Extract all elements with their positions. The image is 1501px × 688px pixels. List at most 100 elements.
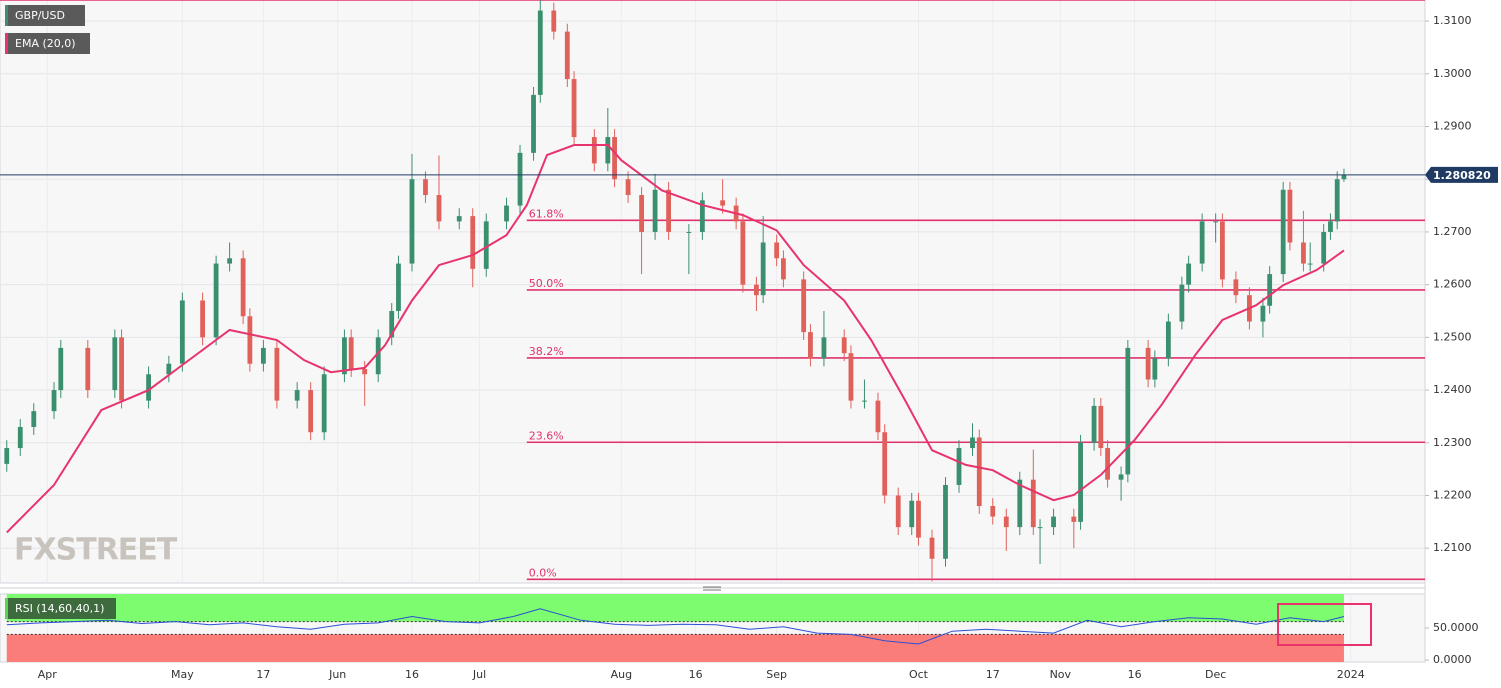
- candle-body: [808, 332, 813, 359]
- y-tick-label: 1.2900: [1433, 120, 1472, 133]
- candle-body: [740, 221, 746, 285]
- candle-body: [1328, 221, 1333, 232]
- candle-body: [551, 10, 557, 32]
- last-price-label: 1.280820: [1433, 169, 1491, 182]
- candle-body: [31, 411, 37, 427]
- x-tick-label: Jul: [472, 668, 486, 681]
- candle-body: [1213, 221, 1219, 223]
- candle-body: [943, 484, 948, 559]
- candle-body: [862, 400, 867, 402]
- candle-body: [342, 337, 347, 375]
- candle-body: [605, 137, 611, 164]
- candle-body: [848, 353, 854, 401]
- candle-body: [1098, 405, 1104, 449]
- rsi-tick-label: 0.0000: [1433, 653, 1472, 666]
- legend-rsi: RSI (14,60,40,1): [15, 602, 104, 615]
- candle-body: [1321, 231, 1327, 264]
- candle-body: [456, 216, 462, 222]
- candle-body: [1145, 347, 1151, 380]
- x-tick-label: 16: [405, 668, 419, 681]
- candle-body: [976, 437, 982, 507]
- separator-handle[interactable]: [703, 586, 721, 591]
- x-tick-label: Jun: [328, 668, 346, 681]
- candle-body: [564, 31, 570, 80]
- candle-body: [321, 374, 327, 433]
- candle-body: [916, 500, 921, 538]
- candle-body: [1219, 221, 1225, 280]
- level-label: 0.0%: [529, 566, 557, 579]
- x-tick-label: Oct: [909, 668, 929, 681]
- ema-line: [6, 144, 1345, 534]
- rsi-tick-label: 50.0000: [1433, 621, 1479, 634]
- candle-body: [200, 300, 206, 338]
- candle-body: [240, 258, 246, 317]
- plot-area: [0, 0, 1426, 584]
- candle-body: [517, 152, 523, 206]
- y-tick-label: 1.2200: [1433, 488, 1472, 501]
- rsi-upper-zone: [6, 594, 1344, 622]
- candle-body: [504, 205, 509, 222]
- candle-body: [1105, 448, 1110, 480]
- candle-body: [1267, 274, 1273, 306]
- y-tick-label: 1.2300: [1433, 436, 1472, 449]
- x-tick-label: Nov: [1050, 668, 1072, 681]
- candle-body: [686, 231, 692, 233]
- level-label: 50.0%: [529, 277, 564, 290]
- candle-body: [1307, 263, 1313, 265]
- candle-body: [362, 368, 368, 375]
- candle-body: [699, 200, 705, 232]
- y-tick-label: 1.2400: [1433, 383, 1472, 396]
- candle-body: [112, 337, 118, 391]
- candle-body: [348, 337, 354, 369]
- candle-body: [247, 316, 253, 364]
- last-price-box: [1425, 166, 1498, 183]
- candle-body: [781, 258, 786, 280]
- candle-body: [1165, 321, 1171, 359]
- candle-body: [166, 363, 172, 375]
- candle-body: [1003, 516, 1009, 528]
- x-tick-label: 16: [689, 668, 703, 681]
- candle-body: [841, 337, 847, 354]
- candle-body: [956, 448, 962, 485]
- candle-body: [537, 10, 543, 95]
- y-tick-label: 1.3100: [1433, 14, 1472, 27]
- y-tick-label: 1.2700: [1433, 225, 1472, 238]
- candle-body: [531, 94, 536, 153]
- candle-body: [436, 195, 442, 222]
- x-tick-label: Dec: [1205, 668, 1226, 681]
- candle-body: [774, 242, 780, 259]
- candle-body: [990, 506, 996, 517]
- candle-body: [146, 374, 151, 401]
- x-tick-label: 17: [986, 668, 1000, 681]
- candle-body: [1037, 527, 1043, 529]
- y-tick-label: 1.2100: [1433, 541, 1472, 554]
- candle-body: [1017, 479, 1023, 528]
- candle-body: [970, 437, 975, 449]
- candle-body: [909, 500, 915, 528]
- level-label: 38.2%: [529, 345, 564, 358]
- candle-body: [1199, 221, 1205, 264]
- x-tick-label: May: [171, 668, 194, 681]
- candle-body: [666, 189, 672, 232]
- y-tick-label: 1.3000: [1433, 67, 1472, 80]
- candle-body: [1152, 358, 1158, 380]
- y-tick-label: 1.2500: [1433, 330, 1472, 343]
- candle-body: [625, 179, 631, 196]
- candle-body: [260, 347, 266, 364]
- candle-body: [1301, 242, 1306, 264]
- candle-body: [470, 216, 476, 269]
- candle-body: [179, 300, 185, 364]
- candle-body: [17, 426, 23, 449]
- candle-body: [760, 242, 766, 296]
- level-label: 23.6%: [529, 429, 564, 442]
- rsi-lower-zone: [6, 634, 1344, 662]
- candle-body: [882, 432, 888, 496]
- candle-body: [1051, 516, 1056, 528]
- candle-body: [227, 258, 233, 264]
- candle-body: [753, 284, 759, 296]
- candle-body: [308, 390, 314, 433]
- watermark: FXSTREET: [14, 533, 178, 568]
- candle-body: [1341, 175, 1347, 180]
